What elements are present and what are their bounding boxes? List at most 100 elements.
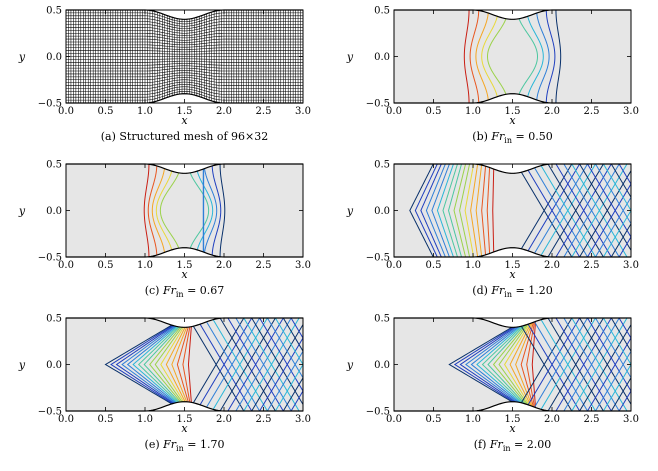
- contour-line: [470, 318, 531, 411]
- contour-line: [171, 318, 191, 411]
- contour-line: [610, 164, 631, 257]
- contour-line: [165, 318, 191, 411]
- x-tick-label: 3.0: [295, 260, 311, 271]
- y-axis-label: y: [346, 359, 354, 372]
- contour-line: [420, 164, 442, 257]
- x-axis-label: x: [509, 114, 516, 127]
- x-tick-label: 2.0: [216, 260, 232, 271]
- contour-line: [531, 318, 537, 411]
- contour-line: [526, 10, 544, 103]
- y-axis-label: y: [18, 51, 26, 64]
- contour-line: [563, 164, 620, 257]
- x-tick-label: 0.5: [98, 414, 114, 425]
- y-tick-label: 0.0: [46, 52, 62, 63]
- contour-line: [159, 164, 182, 257]
- contour-line: [448, 318, 528, 411]
- x-tick-label: 0.0: [386, 106, 402, 117]
- contour-line: [447, 164, 463, 257]
- panel-c: 0.0 0.5 1.0 1.5 2.0 2.5 3.0−0.50.00.5xy(c) Fri…: [18, 160, 311, 300]
- flow-domain: [394, 164, 631, 257]
- x-tick-label: 2.5: [256, 106, 272, 117]
- y-tick-label: 0.5: [374, 160, 390, 171]
- x-tick-label: 0.0: [58, 106, 74, 117]
- x-axis-label: x: [181, 422, 188, 435]
- contour-line: [160, 318, 190, 411]
- contour-line: [282, 318, 303, 411]
- contour-line: [115, 318, 186, 411]
- contour-line: [154, 318, 190, 411]
- contour-line: [555, 318, 612, 411]
- x-tick-label: 2.0: [216, 414, 232, 425]
- contour-line: [476, 318, 531, 411]
- contour-line: [498, 318, 533, 411]
- panel-e: 0.0 0.5 1.0 1.5 2.0 2.5 3.0−0.50.00.5xy(e) Fri…: [18, 314, 311, 454]
- y-tick-label: 0.5: [46, 314, 62, 325]
- contour-line: [282, 318, 303, 411]
- contour-line: [579, 318, 631, 411]
- x-tick-label: 3.0: [623, 106, 639, 117]
- y-axis-label: y: [346, 205, 354, 218]
- contour-line: [571, 318, 628, 411]
- y-tick-label: 0.0: [374, 52, 390, 63]
- contour-line: [151, 164, 166, 257]
- x-tick-label: 1.0: [465, 106, 481, 117]
- contour-line: [526, 318, 536, 411]
- y-tick-label: −0.5: [38, 253, 62, 264]
- y-tick-label: 0.5: [374, 314, 390, 325]
- contour-line: [539, 164, 596, 257]
- contour-line: [187, 164, 210, 257]
- panel-a: 0.0 0.5 1.0 1.5 2.0 2.5 3.0−0.50.00.5xy(a) Str…: [18, 6, 311, 144]
- contour-line: [602, 318, 631, 411]
- x-tick-label: 1.0: [137, 260, 153, 271]
- x-tick-label: 0.0: [386, 414, 402, 425]
- contour-line: [515, 318, 535, 411]
- contour-line: [547, 164, 604, 257]
- contour-line: [520, 318, 536, 411]
- x-tick-label: 1.0: [137, 106, 153, 117]
- contour-line: [618, 318, 631, 411]
- x-tick-label: 2.5: [256, 414, 272, 425]
- contour-line: [602, 318, 631, 411]
- contour-line: [251, 318, 303, 411]
- x-tick-label: 0.5: [98, 106, 114, 117]
- contour-line: [547, 318, 604, 411]
- x-tick-label: 1.5: [505, 414, 521, 425]
- contour-line: [235, 318, 292, 411]
- contour-line: [182, 318, 192, 411]
- contour-line: [143, 318, 188, 411]
- x-tick-label: 2.0: [544, 260, 560, 271]
- mesh-grid: [65, 9, 304, 104]
- contour-line: [523, 164, 581, 257]
- contour-line: [475, 10, 489, 103]
- panel-caption: (b) Frin = 0.50: [472, 130, 552, 145]
- contour-line: [431, 164, 450, 257]
- panel-b: 0.0 0.5 1.0 1.5 2.0 2.5 3.0−0.50.00.5xy(b) Fri…: [346, 6, 639, 146]
- x-tick-label: 1.5: [505, 260, 521, 271]
- panel-caption: (e) Frin = 1.70: [145, 438, 225, 453]
- contour-line: [587, 318, 631, 411]
- contour-line: [155, 164, 174, 257]
- x-tick-label: 3.0: [623, 260, 639, 271]
- x-tick-label: 0.0: [58, 260, 74, 271]
- contour-line: [149, 318, 189, 411]
- contour-line: [459, 164, 471, 257]
- contour-line: [266, 318, 303, 411]
- y-tick-label: 0.0: [46, 360, 62, 371]
- contour-line: [203, 164, 218, 257]
- contour-line: [274, 318, 303, 411]
- x-tick-label: 2.0: [544, 414, 560, 425]
- y-tick-label: −0.5: [366, 253, 390, 264]
- y-tick-label: −0.5: [38, 99, 62, 110]
- x-tick-label: 0.5: [426, 106, 442, 117]
- contour-line: [602, 164, 631, 257]
- contour-line: [469, 10, 480, 103]
- contour-line: [555, 164, 612, 257]
- contour-line: [492, 164, 495, 257]
- contour-line: [587, 164, 631, 257]
- contour-lines: [104, 318, 303, 411]
- flow-domain: [394, 10, 631, 103]
- contour-line: [486, 164, 491, 257]
- contour-line: [610, 164, 631, 257]
- contour-line: [195, 164, 214, 257]
- y-tick-label: 0.5: [46, 160, 62, 171]
